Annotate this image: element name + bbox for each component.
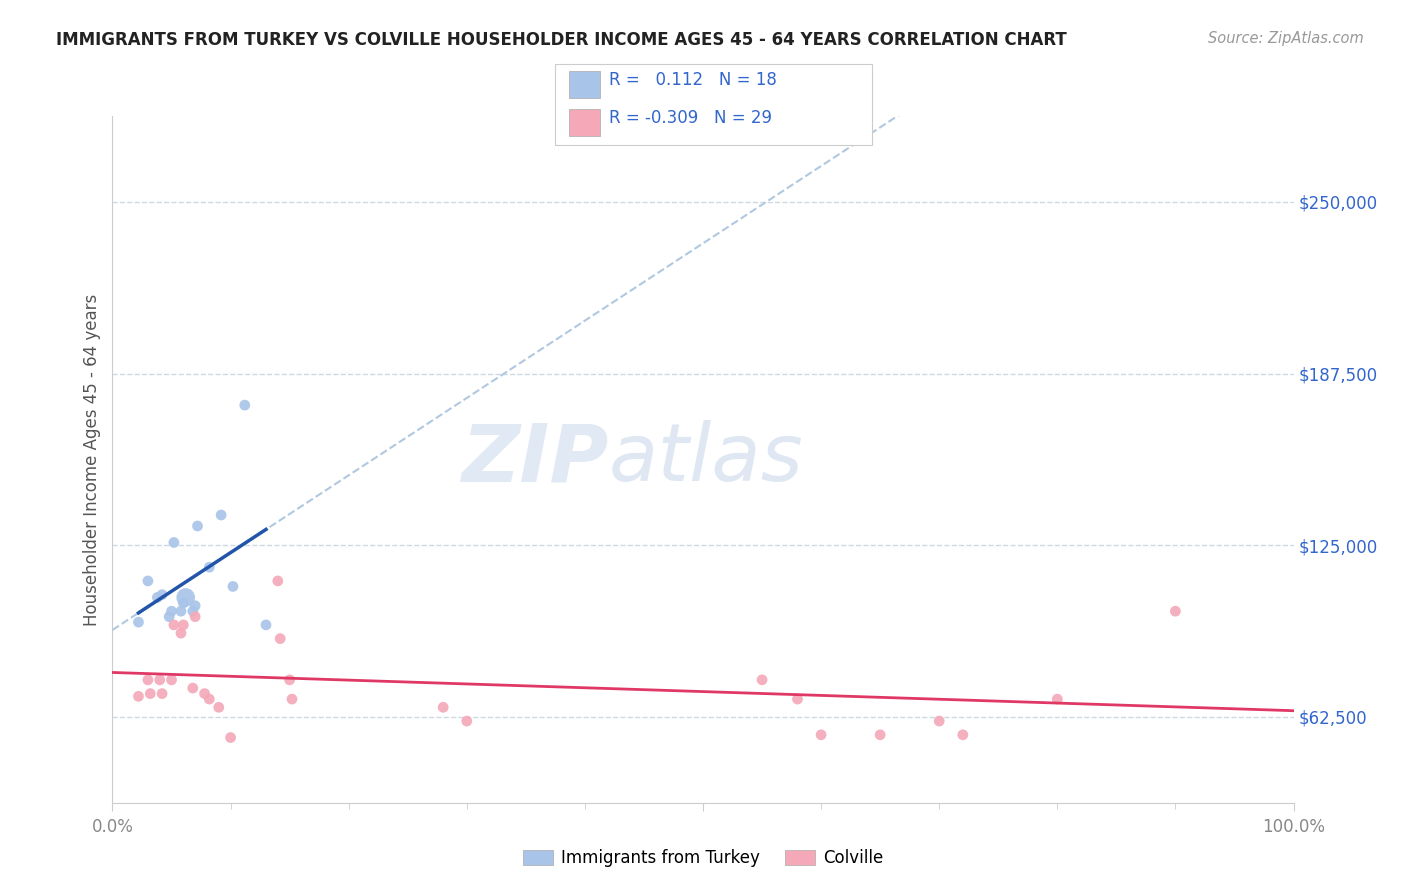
Point [278,673,301,687]
Point [810,728,832,742]
Point [170,604,193,618]
Point [186,519,208,533]
Point [184,609,207,624]
Point [869,728,891,742]
Point [136,574,159,588]
Text: Source: ZipAtlas.com: Source: ZipAtlas.com [1208,31,1364,46]
Point [160,604,183,618]
Point [432,700,454,714]
Point [157,609,180,624]
Point [209,508,232,522]
Point [163,535,186,549]
Point [219,731,242,745]
Point [136,673,159,687]
Y-axis label: Householder Income Ages 45 - 64 years: Householder Income Ages 45 - 64 years [83,293,101,625]
Point [254,618,277,632]
Point [233,398,256,412]
Text: ZIP: ZIP [461,420,609,499]
Point [222,579,245,593]
Point [1046,692,1069,706]
Point [181,681,204,695]
Point [150,687,173,701]
Point [928,714,950,728]
Point [172,596,194,610]
Point [160,673,183,687]
Point [127,615,149,629]
Point [139,687,162,701]
Text: R = -0.309   N = 29: R = -0.309 N = 29 [609,109,772,127]
Point [1164,604,1187,618]
Text: IMMIGRANTS FROM TURKEY VS COLVILLE HOUSEHOLDER INCOME AGES 45 - 64 YEARS CORRELA: IMMIGRANTS FROM TURKEY VS COLVILLE HOUSE… [56,31,1067,49]
Point [172,618,194,632]
Point [456,714,478,728]
Point [170,626,193,640]
Point [269,632,291,646]
Point [194,687,217,701]
Point [150,588,173,602]
Point [952,728,974,742]
Point [181,604,204,618]
Point [786,692,808,706]
Point [163,618,186,632]
Text: R =   0.112   N = 18: R = 0.112 N = 18 [609,71,776,89]
Point [281,692,304,706]
Point [127,690,149,704]
Point [267,574,290,588]
Point [174,591,197,605]
Point [149,673,172,687]
Point [146,591,169,605]
Point [208,700,231,714]
Point [198,560,221,574]
Point [751,673,773,687]
Point [198,692,221,706]
Text: atlas: atlas [609,420,803,499]
Point [184,599,207,613]
Legend: Immigrants from Turkey, Colville: Immigrants from Turkey, Colville [516,842,890,873]
